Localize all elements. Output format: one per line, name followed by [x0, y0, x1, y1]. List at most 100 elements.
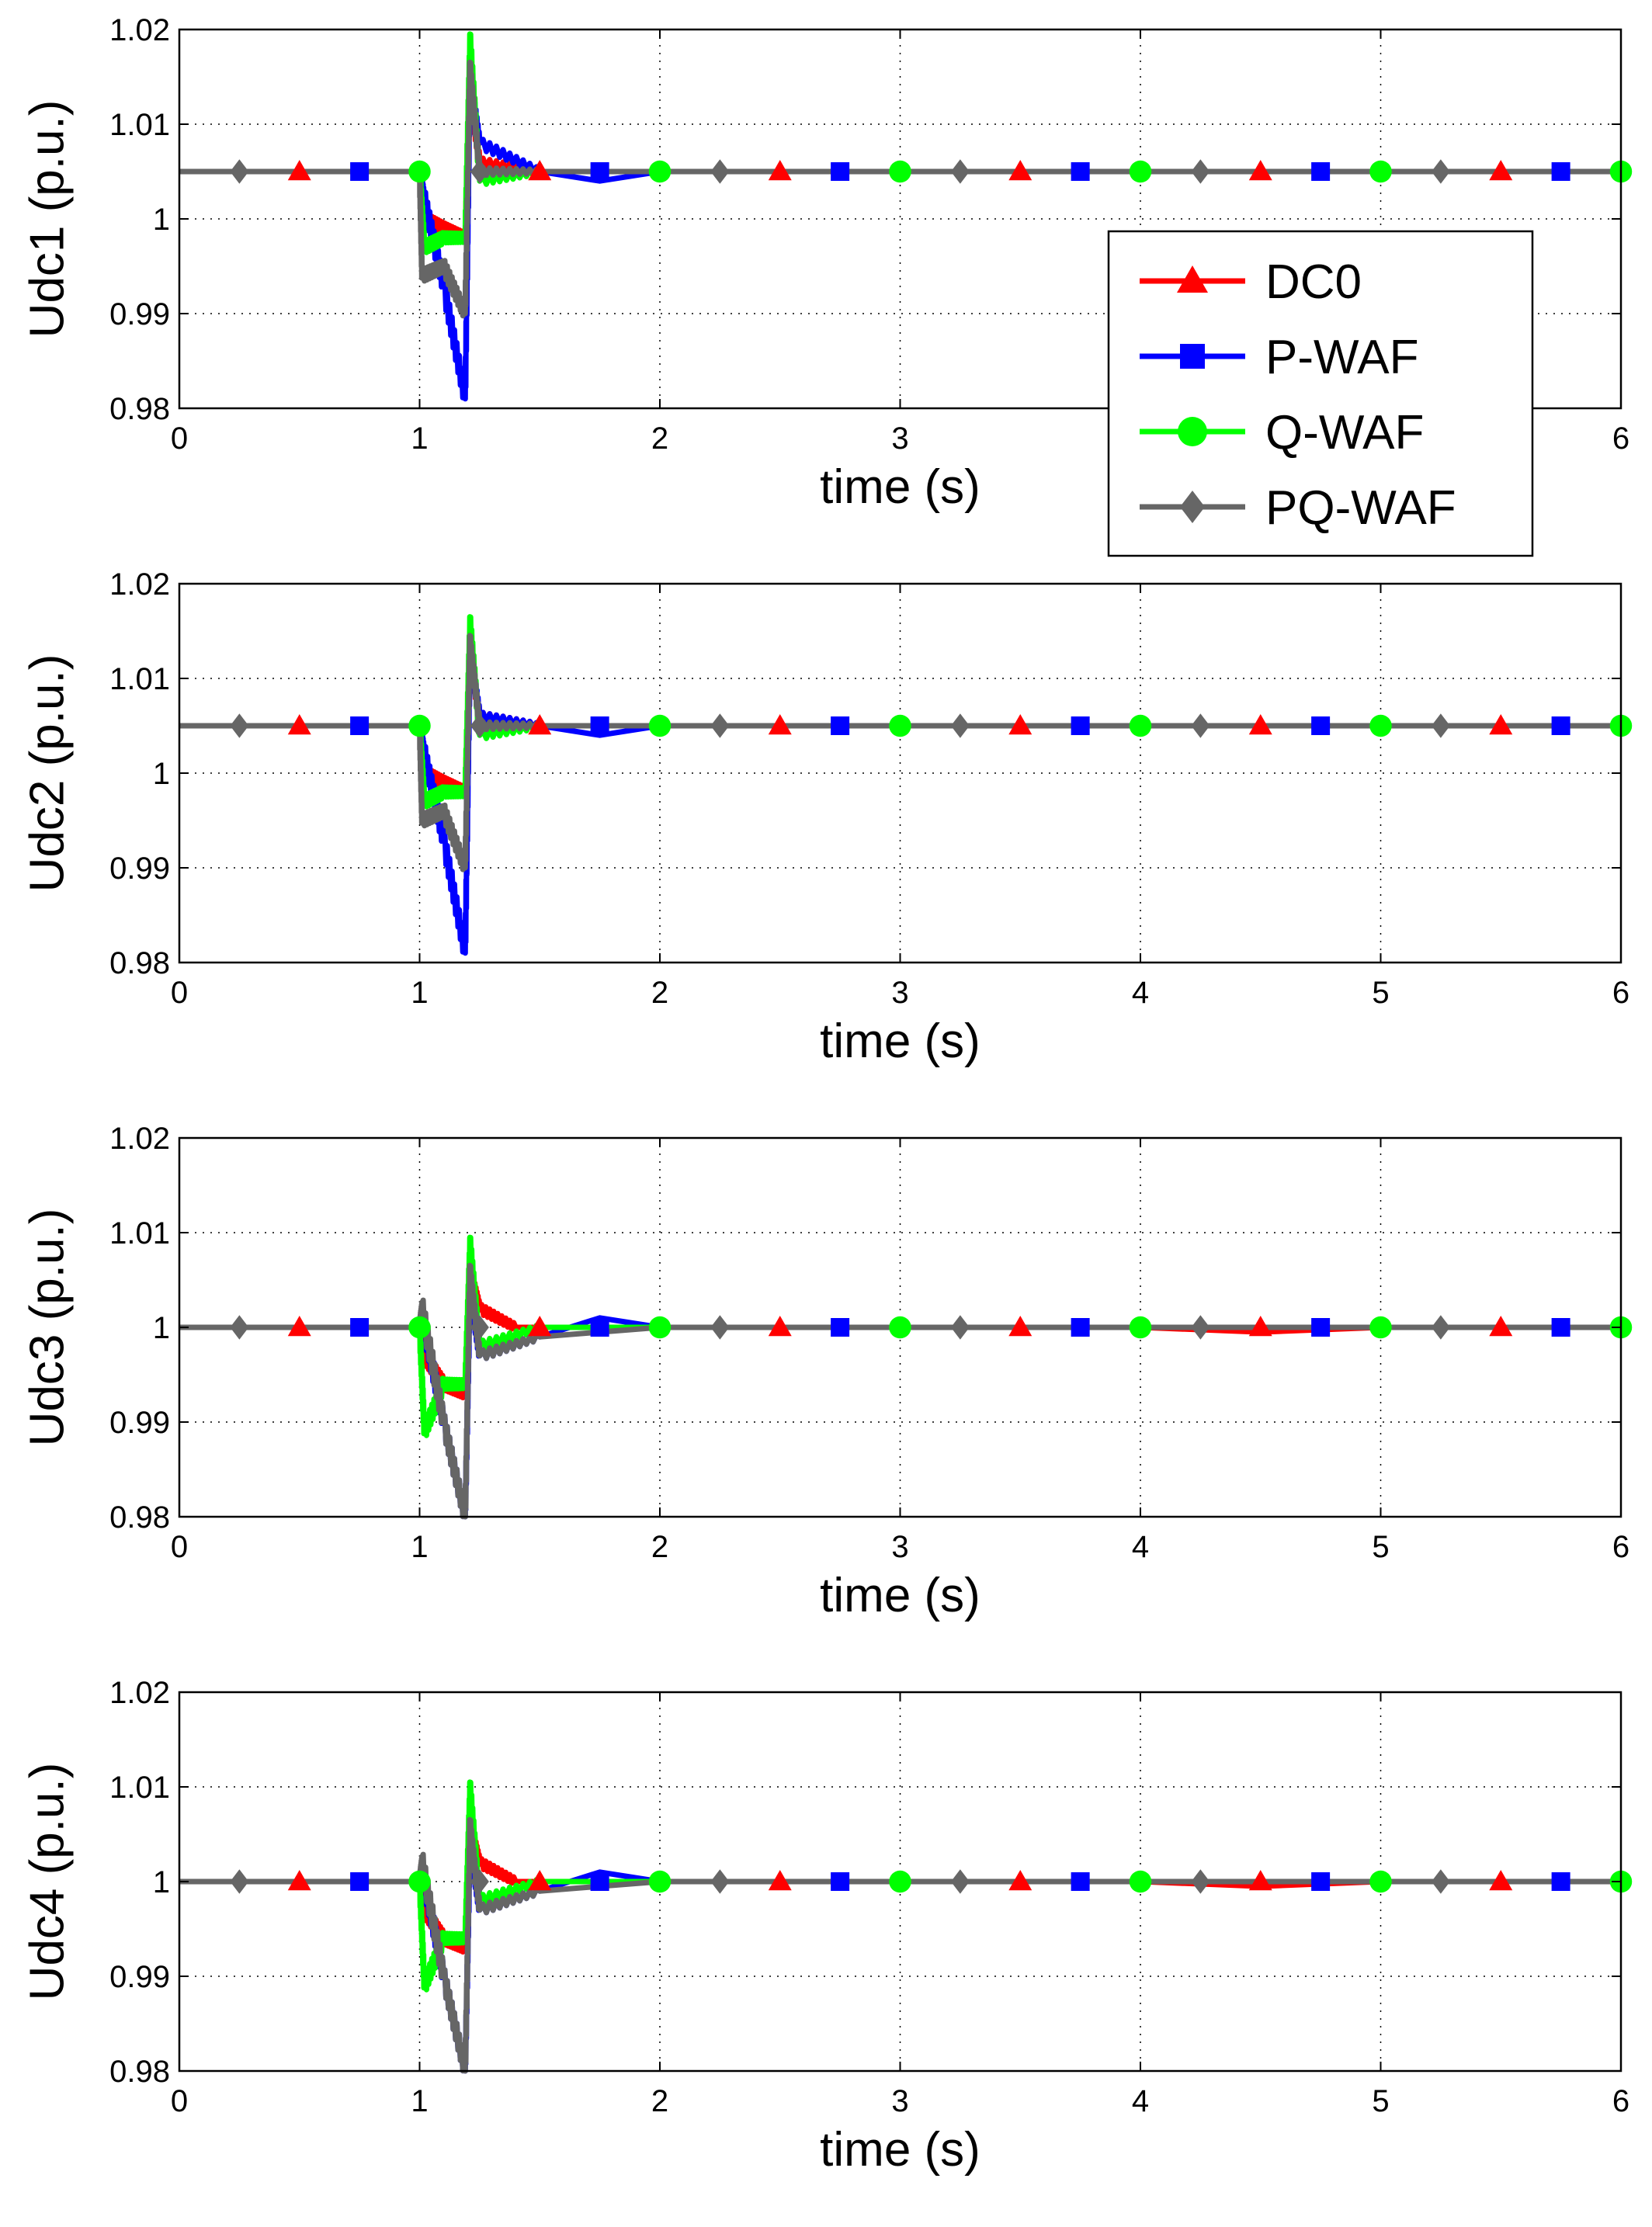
y-tick-label: 0.99: [109, 1406, 170, 1440]
x-tick-label: 3: [891, 1530, 908, 1564]
marker-p-waf: [350, 716, 370, 735]
x-tick-label: 3: [891, 976, 908, 1010]
marker-p-waf: [350, 1872, 370, 1891]
marker-p-waf: [1071, 162, 1090, 181]
panel-udc4: 0 1 2 3 4 5 6 0.98 0.99 1 1.01 1.02 time (s) Udc4 (p.…: [21, 1676, 1633, 2177]
marker-pq-waf: [230, 1315, 249, 1340]
series-line-pq-waf: [179, 59, 1621, 319]
marker-p-waf: [1311, 1318, 1331, 1337]
legend-label: P-WAF: [1265, 331, 1418, 384]
marker-p-waf: [590, 1318, 609, 1337]
y-tick-label: 1: [153, 757, 170, 791]
legend-box: [1107, 230, 1534, 557]
x-tick-label: 1: [411, 1530, 428, 1564]
series-line-pq-waf: [179, 1816, 1621, 2074]
marker-q-waf: [1129, 714, 1152, 737]
marker-pq-waf: [710, 713, 730, 738]
y-tick-label: 0.98: [109, 1500, 170, 1535]
y-axis-label: Udc3 (p.u.): [21, 1209, 75, 1447]
marker-dc0: [528, 1870, 552, 1891]
legend-marker-circle: [1178, 417, 1207, 446]
y-tick-label: 0.99: [109, 1960, 170, 1994]
x-tick-label: 1: [411, 2084, 428, 2118]
x-tick-label: 3: [891, 2084, 908, 2118]
marker-pq-waf: [230, 1869, 249, 1894]
panel-udc2: 0 1 2 3 4 5 6 0.98 0.99 1 1.01 1.02 time (s) Udc2 (p.…: [21, 567, 1633, 1068]
marker-pq-waf: [710, 1869, 730, 1894]
marker-q-waf: [408, 714, 431, 737]
y-axis-label: Udc2 (p.u.): [21, 654, 75, 893]
marker-pq-waf: [1431, 713, 1450, 738]
legend-marker-square: [1180, 344, 1205, 369]
x-tick-label: 4: [1132, 1530, 1149, 1564]
legend-marker-triangle: [1177, 265, 1208, 293]
marker-q-waf: [1129, 1870, 1152, 1893]
y-axis-label: Udc4 (p.u.): [21, 1763, 75, 2001]
legend-entry-dc0: DC0: [1140, 255, 1362, 309]
marker-dc0: [528, 160, 552, 181]
marker-p-waf: [831, 1872, 850, 1891]
legend: DC0 P-WAF Q-WAF PQ-WAF: [1107, 230, 1534, 557]
x-tick-label: 0: [171, 2084, 188, 2118]
marker-dc0: [1489, 714, 1513, 735]
marker-pq-waf: [1431, 1869, 1450, 1894]
marker-pq-waf: [470, 159, 489, 184]
marker-pq-waf: [950, 713, 970, 738]
marker-q-waf: [1129, 1316, 1152, 1339]
marker-dc0: [287, 160, 311, 181]
marker-dc0: [1008, 1870, 1032, 1891]
marker-p-waf: [1311, 162, 1331, 181]
marker-pq-waf: [1431, 159, 1450, 184]
marker-dc0: [287, 1870, 311, 1891]
marker-p-waf: [1551, 716, 1570, 735]
marker-dc0: [1008, 160, 1032, 181]
marker-dc0: [1489, 1870, 1513, 1891]
legend-entry-q-waf: Q-WAF: [1140, 406, 1424, 460]
x-tick-label: 1: [411, 421, 428, 456]
marker-pq-waf: [1191, 159, 1210, 184]
series-line-pq-waf: [179, 1262, 1621, 1520]
marker-pq-waf: [950, 1315, 970, 1340]
plot-area: [179, 584, 1621, 963]
marker-q-waf: [408, 1870, 431, 1893]
marker-dc0: [1008, 714, 1032, 735]
marker-pq-waf: [950, 159, 970, 184]
x-tick-label: 5: [1372, 1530, 1389, 1564]
marker-p-waf: [350, 162, 370, 181]
marker-dc0: [768, 1870, 792, 1891]
marker-p-waf: [1551, 1318, 1570, 1337]
x-tick-label: 3: [891, 421, 908, 456]
y-tick-label: 0.99: [109, 852, 170, 886]
marker-p-waf: [831, 1318, 850, 1337]
marker-dc0: [1248, 1316, 1272, 1337]
legend-entry-pq-waf: PQ-WAF: [1140, 481, 1456, 535]
legend-label: Q-WAF: [1265, 406, 1424, 460]
y-tick-label: 1.02: [109, 1676, 170, 1710]
marker-dc0: [1248, 1870, 1272, 1891]
x-axis-label: time (s): [820, 1015, 980, 1068]
marker-pq-waf: [470, 1315, 489, 1340]
x-tick-label: 2: [651, 2084, 668, 2118]
marker-q-waf: [1369, 160, 1392, 183]
x-axis-label: time (s): [820, 460, 980, 514]
marker-p-waf: [1311, 1872, 1331, 1891]
marker-q-waf: [1369, 1316, 1392, 1339]
marker-p-waf: [590, 716, 609, 735]
x-tick-label: 4: [1132, 2084, 1149, 2118]
marker-q-waf: [1369, 714, 1392, 737]
panel-udc3: 0 1 2 3 4 5 6 0.98 0.99 1 1.01 1.02 time (s) Udc3 (p.…: [21, 1122, 1633, 1622]
marker-p-waf: [350, 1318, 370, 1337]
marker-dc0: [1489, 1316, 1513, 1337]
marker-pq-waf: [230, 159, 249, 184]
marker-dc0: [1008, 1316, 1032, 1337]
y-tick-label: 1: [153, 1311, 170, 1345]
marker-q-waf: [889, 160, 911, 183]
marker-pq-waf: [230, 713, 249, 738]
y-tick-label: 1.02: [109, 567, 170, 602]
marker-pq-waf: [470, 713, 489, 738]
marker-pq-waf: [1191, 1315, 1210, 1340]
x-tick-label: 6: [1612, 1530, 1629, 1564]
series-line-pq-waf: [179, 633, 1621, 872]
x-tick-label: 5: [1372, 976, 1389, 1010]
marker-p-waf: [831, 716, 850, 735]
